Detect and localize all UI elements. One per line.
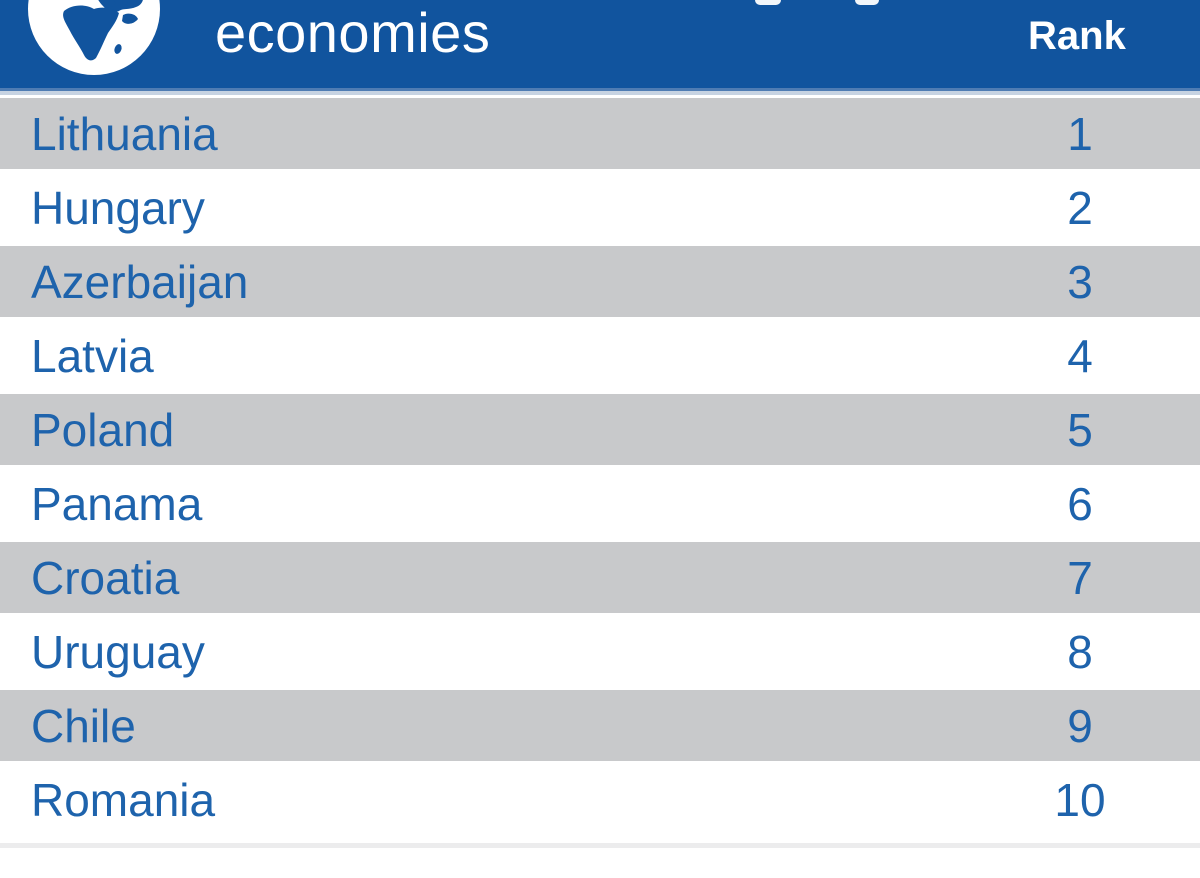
header-accent-line-pale <box>0 91 1200 95</box>
economy-name: Chile <box>31 699 136 752</box>
rank-value: 5 <box>1067 403 1093 456</box>
economy-name: Romania <box>31 773 216 826</box>
table-title: economies <box>215 1 491 64</box>
table-row: Uruguay 8 <box>0 616 1200 687</box>
economy-name: Croatia <box>31 551 180 604</box>
economy-name: Lithuania <box>31 107 218 160</box>
table-row: Hungary 2 <box>0 172 1200 243</box>
table-row: Chile 9 <box>0 690 1200 761</box>
table-row: Romania 10 <box>0 764 1200 835</box>
table-row: Panama 6 <box>0 468 1200 539</box>
table-row: Croatia 7 <box>0 542 1200 613</box>
clipped-title-descender-icon <box>755 0 781 5</box>
rank-column-header: Rank <box>1028 14 1126 58</box>
rank-value: 9 <box>1067 699 1093 752</box>
economy-name: Azerbaijan <box>31 255 249 308</box>
table-row: Azerbaijan 3 <box>0 246 1200 317</box>
rank-value: 2 <box>1067 181 1093 234</box>
bottom-divider <box>0 843 1200 848</box>
table-row: Latvia 4 <box>0 320 1200 391</box>
economy-name: Hungary <box>31 181 205 234</box>
rank-value: 8 <box>1067 625 1093 678</box>
economy-name: Latvia <box>31 329 154 382</box>
rank-value: 7 <box>1067 551 1093 604</box>
rank-value: 6 <box>1067 477 1093 530</box>
rank-value: 10 <box>1054 773 1106 826</box>
globe-icon <box>28 0 160 75</box>
economy-name: Panama <box>31 477 203 530</box>
rank-value: 1 <box>1067 107 1093 160</box>
table-header: economies Rank <box>0 0 1200 88</box>
rank-value: 3 <box>1067 255 1093 308</box>
economy-name: Poland <box>31 403 175 456</box>
ranking-rows: Lithuania 1 Hungary 2 Azerbaijan 3 Latvia 4 Pola… <box>0 98 1200 835</box>
header-accent-line <box>0 88 1200 91</box>
table-row: Lithuania 1 <box>0 98 1200 169</box>
table-row: Poland 5 <box>0 394 1200 465</box>
clipped-title-descender-icon <box>855 0 879 5</box>
economy-name: Uruguay <box>31 625 205 678</box>
rank-value: 4 <box>1067 329 1093 382</box>
